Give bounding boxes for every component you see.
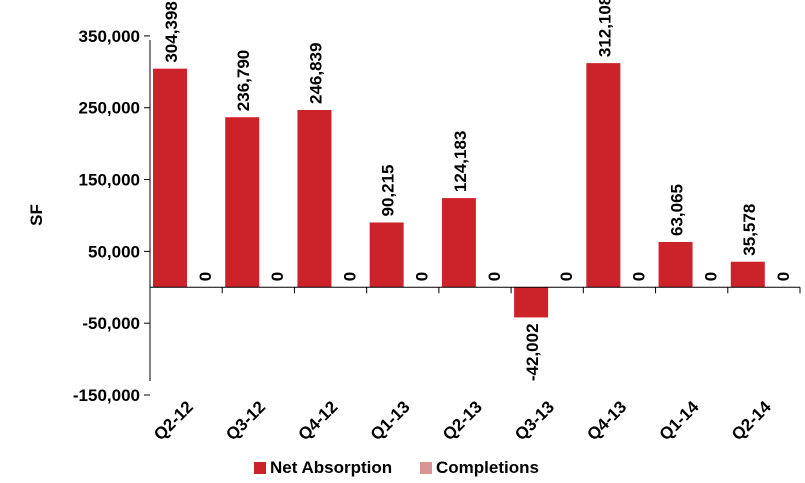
legend: Net Absorption Completions [254,458,539,477]
y-tick-label: 250,000 [79,99,140,118]
x-axis-tick-labels: Q2-12 Q3-12 Q4-12 Q1-13 Q2-13 Q3-13 Q4-13 Q1-14… [150,397,775,444]
bar-net-absorption [153,68,187,288]
x-tick-label: Q4-12 [295,397,342,444]
x-tick-label: Q1-13 [367,397,414,444]
bar-net-absorption [514,287,549,318]
legend-label-net-absorption: Net Absorption [270,458,392,477]
y-axis-title: SF [27,204,46,226]
bar-net-absorption [297,109,332,288]
y-tick-label: 350,000 [79,27,140,46]
data-label-completions: 0 [774,272,793,281]
data-label-completions: 0 [702,272,721,281]
y-tick-label: 50,000 [88,242,140,261]
data-label-net-absorption: 124,183 [451,131,470,192]
legend-swatch-net-absorption [254,462,266,474]
data-label-net-absorption: 312,108 [595,0,614,57]
bar-net-absorption [369,222,404,288]
bar-net-absorption [586,63,621,288]
data-label-net-absorption: 236,790 [234,50,253,111]
data-label-net-absorption: 90,215 [379,164,398,216]
y-tick-label: -50,000 [82,314,140,333]
data-label-completions: 0 [629,272,648,281]
data-label-completions: 0 [485,272,504,281]
data-label-net-absorption: 35,578 [740,204,759,256]
legend-swatch-completions [420,462,432,474]
bar-net-absorption [441,198,476,288]
legend-label-completions: Completions [436,458,539,477]
data-label-net-absorption: 304,398 [162,1,181,62]
bar-group [153,63,765,318]
bar-net-absorption [730,261,765,288]
x-tick-label: Q1-14 [656,397,703,444]
data-label-net-absorption: 246,839 [306,43,325,104]
x-tick-label: Q2-14 [728,397,775,444]
data-label-completions: 0 [413,272,432,281]
data-label-completions: 0 [557,272,576,281]
y-axis-ticks: 350,000 250,000 150,000 50,000 -50,000 -150,0… [73,27,150,405]
x-tick-label: Q2-12 [150,397,197,444]
data-label-net-absorption: 63,065 [668,184,687,236]
x-tick-label: Q3-13 [511,397,558,444]
data-label-net-absorption: -42,002 [523,323,542,381]
data-label-completions: 0 [196,272,215,281]
axes [149,40,801,381]
x-tick-label: Q3-12 [222,397,269,444]
x-tick-label: Q2-13 [439,397,486,444]
data-labels: 304,398 0 236,790 0 246,839 0 90,215 0 124,183 0 -… [162,0,793,381]
y-tick-label: 150,000 [79,171,140,190]
data-label-completions: 0 [268,272,287,281]
x-tick-label: Q4-13 [583,397,630,444]
data-label-completions: 0 [340,272,359,281]
bar-net-absorption [225,117,260,288]
bar-net-absorption [658,241,693,288]
y-tick-label: -150,000 [73,386,140,405]
